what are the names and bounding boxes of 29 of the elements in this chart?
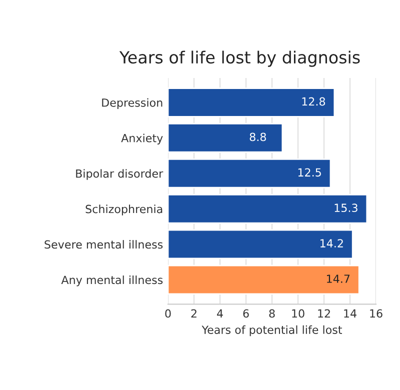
data-label: 14.2 [320, 239, 343, 248]
bar [168, 123, 284, 153]
data-label: 15.3 [334, 204, 358, 212]
x-axis-title: Years of potential life lost [202, 325, 342, 336]
bar [168, 264, 360, 295]
y-tick-label: Anxiety [121, 134, 163, 144]
data-label: 12.5 [298, 168, 321, 177]
x-tick-label: 14 [344, 309, 356, 318]
x-tick-label: 0 [165, 309, 171, 318]
x-tick-label: 8 [269, 309, 275, 318]
chart-title: Years of life lost by diagnosis [119, 50, 360, 67]
x-tick-label: 4 [217, 309, 223, 318]
x-tick-label: 6 [243, 309, 249, 318]
data-label: 8.8 [250, 132, 266, 142]
y-tick-label: Severe mental illness [44, 240, 163, 249]
data-label: 14.7 [326, 274, 350, 283]
bar [168, 158, 332, 188]
x-tick-label: 16 [370, 309, 382, 318]
x-tick-label: 10 [292, 309, 304, 318]
y-tick-label: Depression [102, 98, 162, 109]
x-tick-label: 2 [191, 309, 196, 318]
bar [168, 194, 368, 224]
data-label: 12.8 [302, 97, 326, 106]
bar [168, 88, 336, 118]
y-tick-label: Bipolar disorder [76, 169, 164, 180]
y-tick-label: Schizophrenia [86, 204, 162, 216]
y-tick-label: Any mental illness [61, 276, 163, 286]
bar [168, 229, 354, 260]
x-tick-label: 12 [318, 309, 330, 318]
